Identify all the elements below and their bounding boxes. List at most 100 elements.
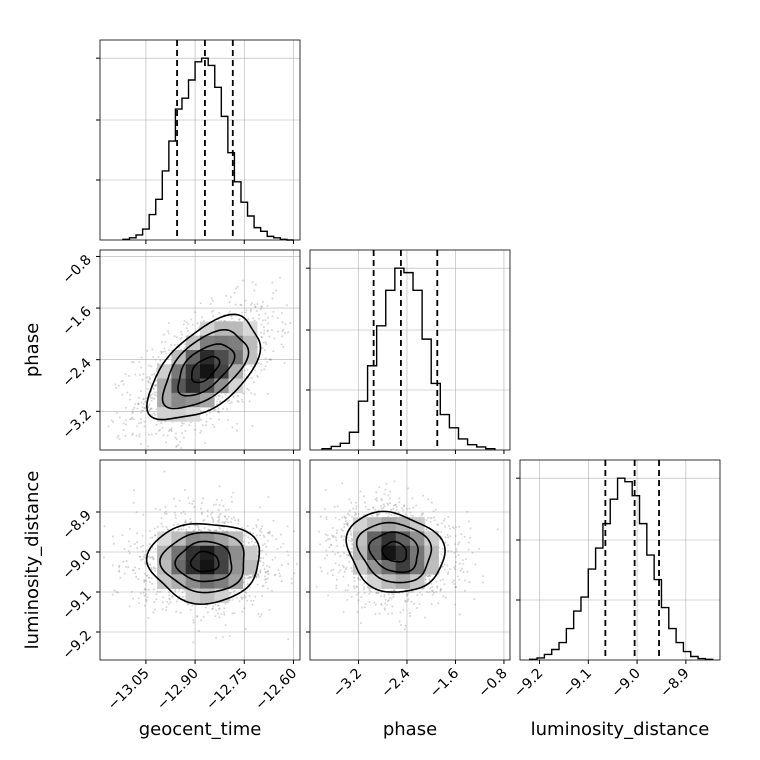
sample-point — [454, 586, 457, 588]
sample-point — [183, 589, 186, 592]
sample-point — [350, 551, 353, 553]
sample-point — [354, 501, 357, 504]
sample-point — [273, 574, 276, 576]
sample-point — [453, 566, 456, 569]
sample-point — [427, 575, 430, 578]
sample-point — [238, 318, 241, 321]
sample-point — [138, 433, 141, 436]
sample-point — [250, 365, 253, 368]
sample-point — [146, 388, 149, 390]
sample-point — [255, 576, 258, 579]
sample-point — [155, 432, 157, 435]
scatter-content — [102, 470, 300, 644]
sample-point — [174, 516, 177, 519]
sample-point — [218, 485, 221, 488]
sample-point — [142, 513, 145, 516]
sample-point — [231, 612, 234, 615]
sample-point — [228, 599, 231, 602]
sample-point — [352, 585, 355, 588]
sample-point — [387, 513, 390, 516]
sample-point — [276, 330, 279, 333]
sample-point — [121, 393, 124, 396]
sample-point — [114, 383, 117, 386]
sample-point — [260, 531, 263, 534]
sample-point — [120, 380, 123, 383]
sample-point — [237, 520, 240, 522]
sample-point — [139, 390, 142, 393]
sample-point — [138, 602, 141, 604]
density-cell — [395, 574, 411, 589]
density-cell — [200, 545, 215, 561]
sample-point — [183, 320, 186, 323]
sample-point — [143, 553, 146, 556]
sample-point — [430, 501, 433, 504]
sample-point — [163, 347, 166, 350]
y-tick-label-luminosity-distance: −9.2 — [59, 628, 94, 663]
sample-point — [293, 572, 296, 575]
sample-point — [384, 488, 387, 491]
sample-point — [149, 378, 151, 381]
sample-point — [348, 554, 351, 557]
sample-point — [154, 384, 157, 387]
sample-point — [249, 576, 252, 579]
sample-point — [446, 544, 449, 547]
sample-point — [266, 393, 269, 395]
sample-point — [363, 592, 366, 594]
sample-point — [186, 481, 188, 483]
sample-point — [143, 406, 146, 409]
sample-point — [344, 568, 347, 571]
sample-point — [267, 322, 269, 325]
sample-point — [403, 504, 405, 507]
sample-point — [424, 575, 427, 578]
sample-point — [139, 443, 142, 446]
sample-point — [398, 620, 401, 623]
sample-point — [390, 509, 392, 511]
sample-point — [226, 399, 229, 402]
sample-point — [213, 529, 216, 532]
sample-point — [436, 585, 439, 588]
sample-point — [201, 511, 203, 514]
sample-point — [153, 588, 155, 591]
sample-point — [190, 318, 193, 321]
sample-point — [380, 595, 383, 598]
sample-point — [335, 578, 338, 581]
sample-point — [363, 586, 366, 589]
sample-point — [255, 310, 258, 313]
density-cell — [395, 545, 411, 561]
density-cell — [228, 350, 244, 365]
sample-point — [218, 527, 221, 529]
sample-point — [223, 611, 226, 614]
sample-point — [250, 537, 253, 540]
sample-point — [225, 294, 228, 297]
sample-point — [375, 497, 378, 500]
sample-point — [346, 523, 349, 526]
sample-point — [454, 561, 457, 564]
sample-point — [190, 520, 193, 523]
sample-point — [213, 409, 216, 412]
sample-point — [118, 569, 121, 572]
sample-point — [390, 597, 393, 600]
sample-point — [389, 502, 391, 505]
sample-point — [217, 520, 219, 522]
sample-point — [428, 591, 431, 594]
sample-point — [337, 551, 340, 554]
sample-point — [240, 589, 243, 592]
sample-point — [268, 358, 271, 361]
sample-point — [420, 514, 423, 517]
sample-point — [256, 375, 259, 378]
sample-point — [242, 581, 245, 584]
sample-point — [165, 352, 168, 355]
sample-point — [142, 555, 145, 558]
sample-point — [110, 419, 113, 422]
sample-point — [151, 393, 154, 395]
sample-point — [154, 358, 157, 361]
sample-point — [262, 584, 265, 587]
sample-point — [159, 359, 162, 362]
sample-point — [392, 596, 395, 598]
sample-point — [267, 316, 270, 319]
sample-point — [168, 349, 171, 351]
sample-point — [227, 312, 230, 315]
sample-point — [392, 507, 395, 510]
sample-point — [290, 582, 293, 585]
sample-point — [152, 388, 155, 390]
